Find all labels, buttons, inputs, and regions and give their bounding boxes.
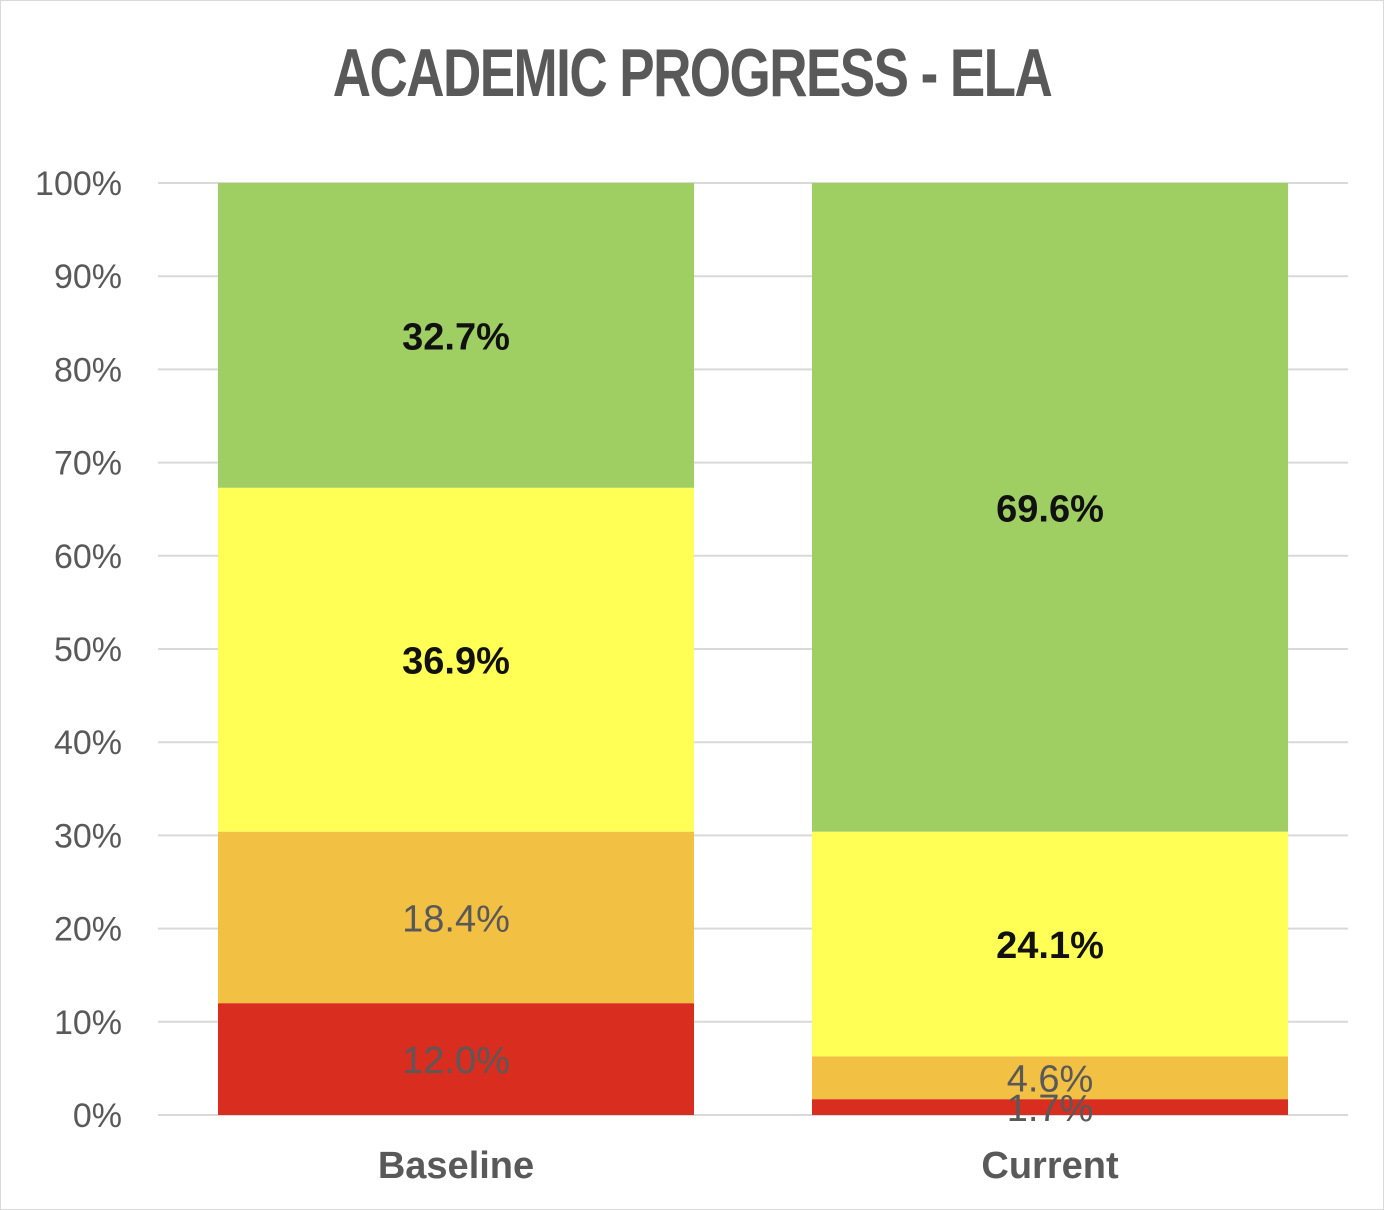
y-tick-label: 10% (54, 1004, 122, 1042)
data-label: 12.0% (402, 1040, 510, 1082)
data-label: 69.6% (996, 488, 1104, 530)
data-label: 18.4% (402, 898, 510, 940)
data-labels: 12.0% 18.4% 36.9% 32.7% 1.7%4.6% 24.1% 69.6% (402, 316, 1104, 1130)
y-tick-label: 90% (54, 258, 122, 296)
y-tick-label: 50% (54, 631, 122, 669)
data-label: 24.1% (996, 925, 1104, 967)
y-tick-label: 80% (54, 351, 122, 389)
data-label: 32.7% (402, 316, 510, 358)
y-tick-label: 0% (73, 1097, 122, 1135)
y-tick-label: 20% (54, 911, 122, 949)
x-axis-tick-labels: Baseline Current (378, 1145, 1119, 1187)
y-axis-tick-labels: 0% 10% 20% 30% 40% 50% 60% 70% 80% 90% 100% (35, 165, 122, 1135)
bar-segment (812, 831, 1288, 1057)
data-label: 1.7% (1007, 1088, 1094, 1130)
bar-segment (812, 183, 1288, 832)
x-tick-label: Current (981, 1145, 1119, 1187)
bar-segment (812, 1099, 1288, 1115)
y-tick-label: 60% (54, 538, 122, 576)
y-tick-label: 30% (54, 817, 122, 855)
bar-segment (812, 1056, 1288, 1100)
data-label: 36.9% (402, 641, 510, 683)
x-tick-label: Baseline (378, 1145, 534, 1187)
y-tick-label: 100% (35, 165, 122, 203)
data-label: 4.6% (1007, 1059, 1094, 1101)
bar-segment (218, 183, 694, 488)
bar-segment (218, 1003, 694, 1115)
bar-segment (218, 831, 694, 1004)
bars (218, 183, 1288, 1115)
y-tick-label: 70% (54, 445, 122, 483)
chart-title: ACADEMIC PROGRESS - ELA (332, 35, 1053, 111)
y-tick-label: 40% (54, 724, 122, 762)
bar-segment (218, 487, 694, 832)
